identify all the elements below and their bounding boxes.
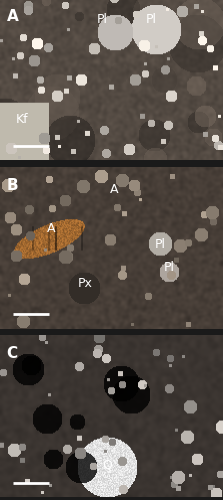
Text: Q: Q: [102, 458, 112, 471]
Text: Pl: Pl: [97, 12, 108, 26]
Text: Kf: Kf: [16, 114, 29, 126]
Text: A: A: [109, 182, 118, 196]
Text: Pl: Pl: [146, 12, 157, 26]
Text: Pl: Pl: [155, 238, 166, 251]
Text: A: A: [7, 10, 19, 24]
Text: Px: Px: [77, 277, 92, 290]
Text: A: A: [47, 222, 56, 235]
Text: B: B: [7, 178, 18, 193]
Text: Pl: Pl: [164, 261, 175, 274]
Text: C: C: [7, 346, 18, 362]
